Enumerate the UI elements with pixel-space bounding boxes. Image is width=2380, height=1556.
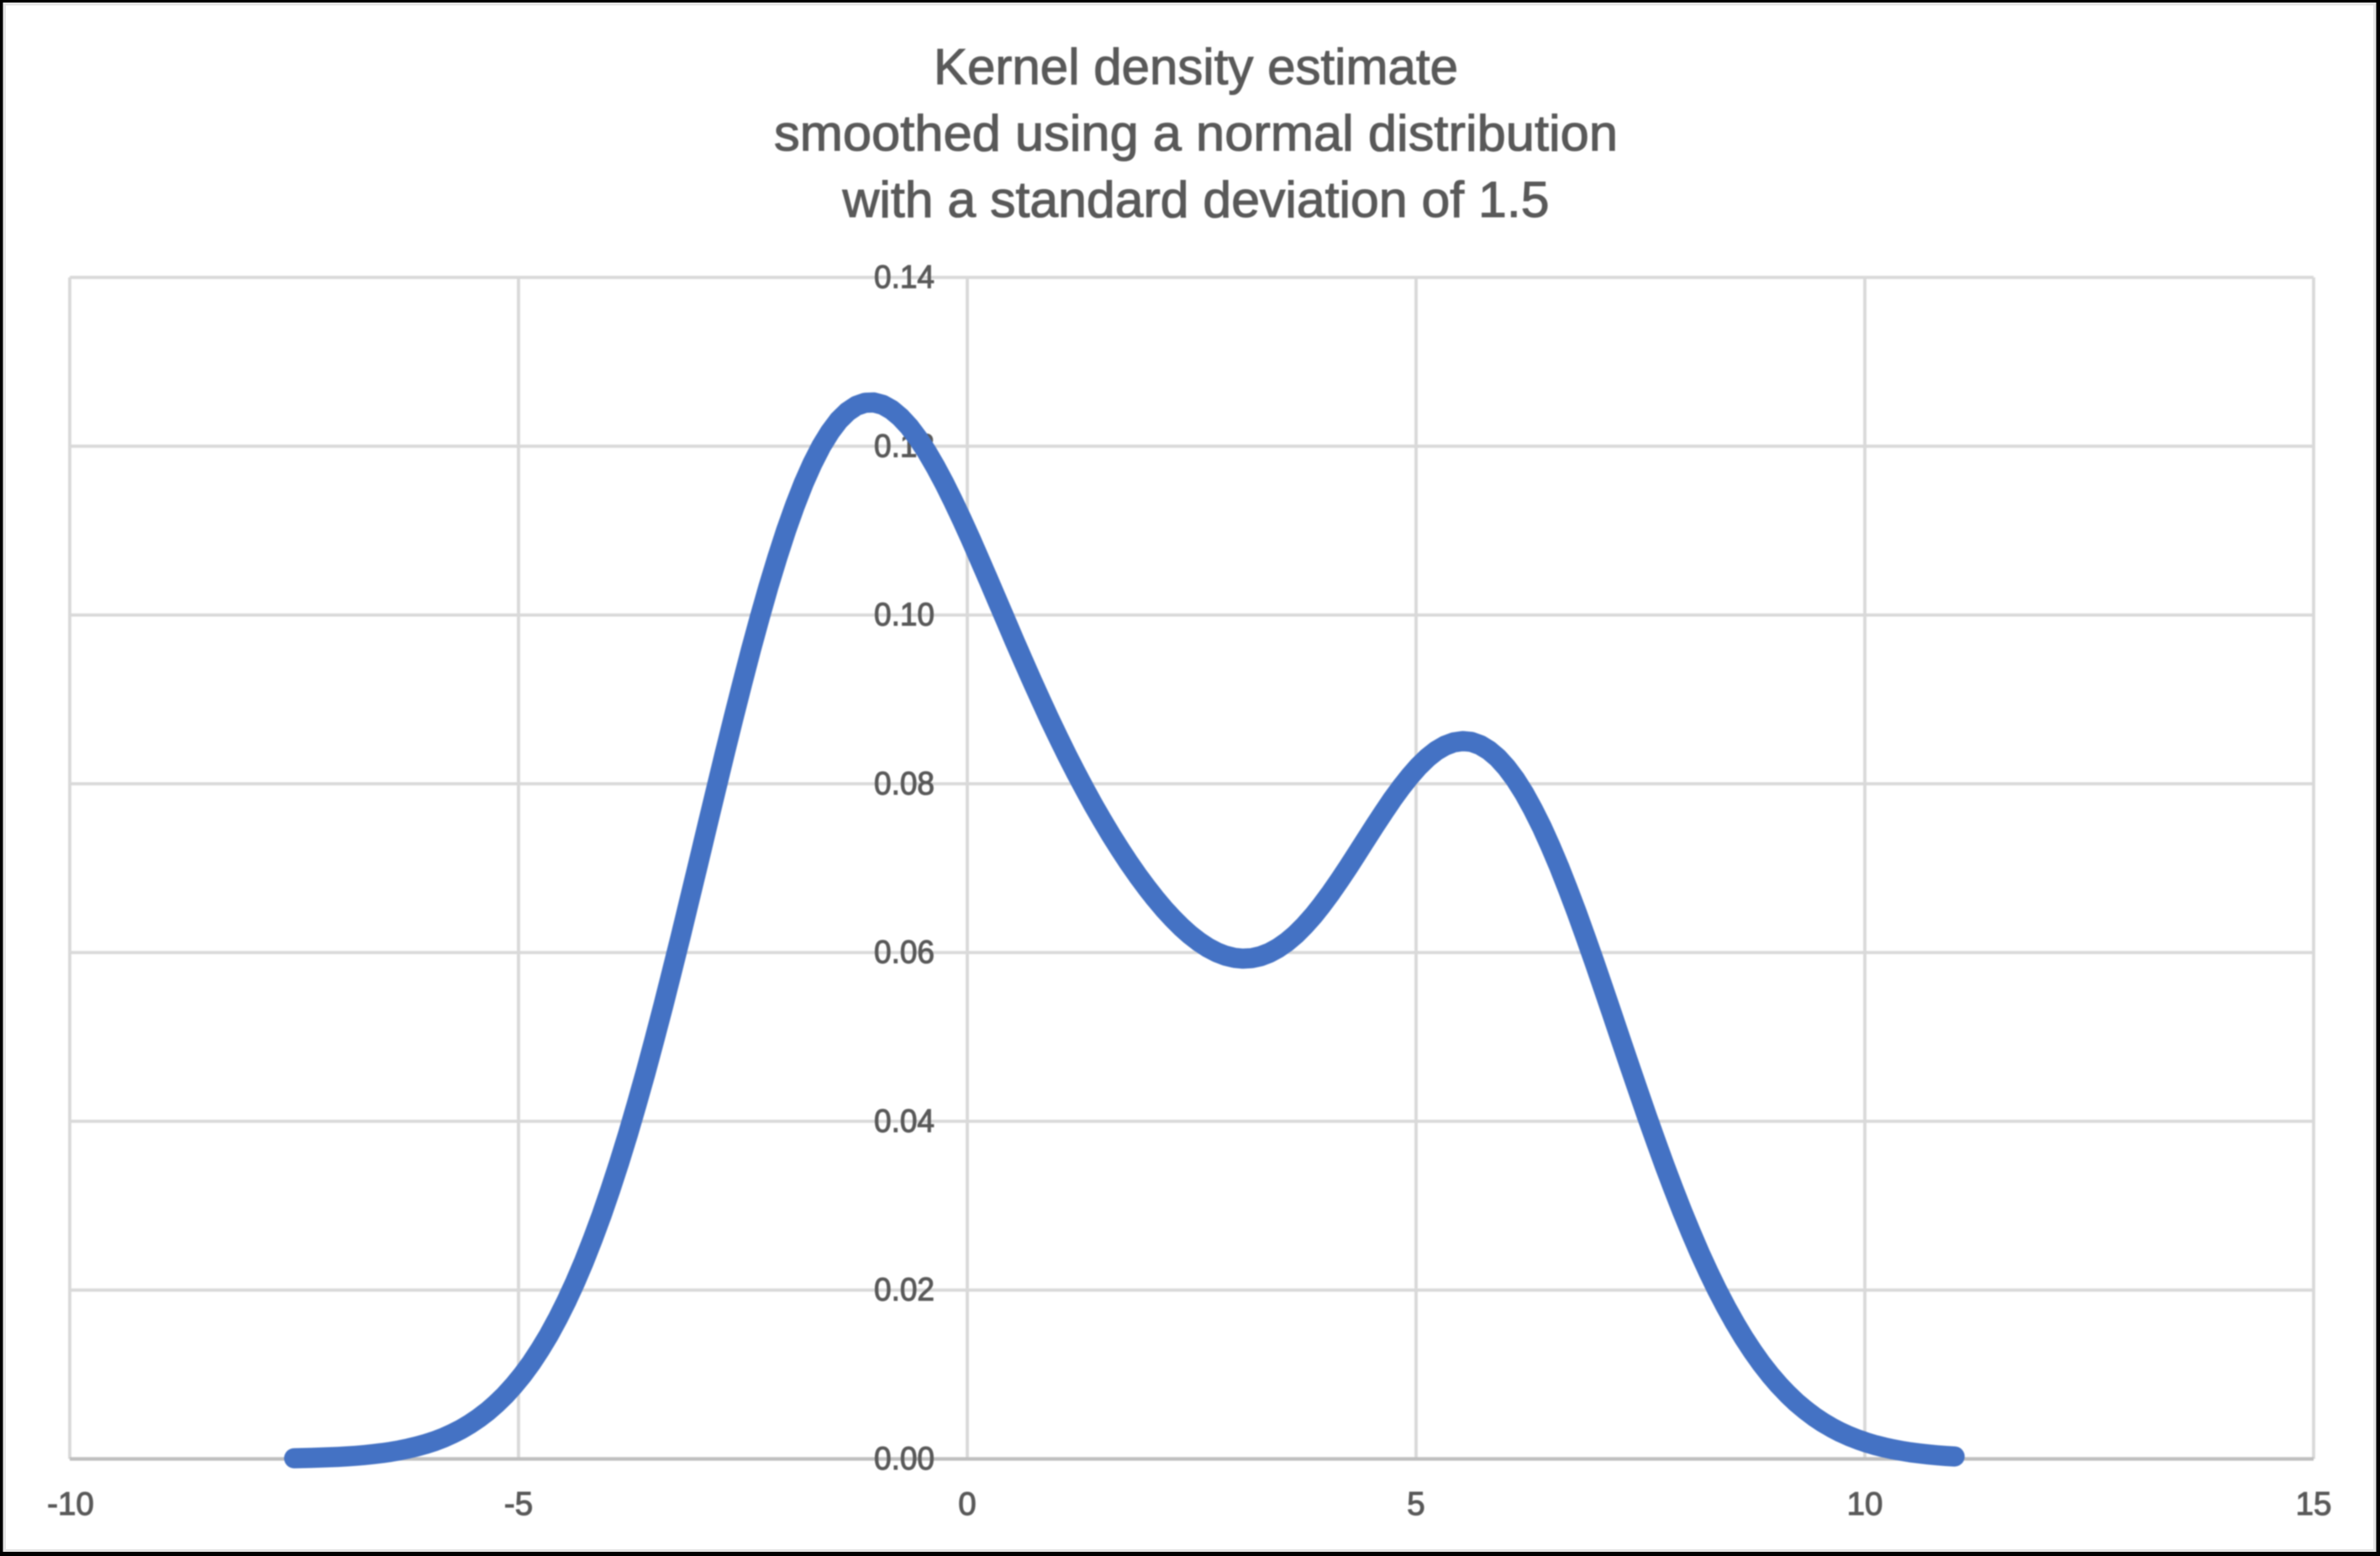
svg-text:0.06: 0.06 bbox=[874, 935, 935, 971]
svg-text:0.10: 0.10 bbox=[874, 597, 935, 633]
svg-text:0.14: 0.14 bbox=[874, 260, 935, 296]
svg-text:0.02: 0.02 bbox=[874, 1272, 935, 1308]
svg-text:0: 0 bbox=[958, 1486, 976, 1522]
svg-text:15: 15 bbox=[2296, 1486, 2332, 1522]
svg-text:-5: -5 bbox=[504, 1486, 533, 1522]
svg-text:5: 5 bbox=[1407, 1486, 1424, 1522]
svg-text:10: 10 bbox=[1847, 1486, 1883, 1522]
svg-text:with a standard deviation of 1: with a standard deviation of 1.5 bbox=[841, 171, 1549, 228]
svg-text:0.04: 0.04 bbox=[874, 1103, 935, 1139]
svg-text:0.08: 0.08 bbox=[874, 766, 935, 802]
svg-text:Kernel density estimate: Kernel density estimate bbox=[934, 39, 1458, 95]
svg-text:smoothed using a normal distri: smoothed using a normal distribution bbox=[774, 105, 1618, 161]
svg-text:0.00: 0.00 bbox=[874, 1441, 935, 1477]
svg-text:-10: -10 bbox=[47, 1486, 94, 1522]
